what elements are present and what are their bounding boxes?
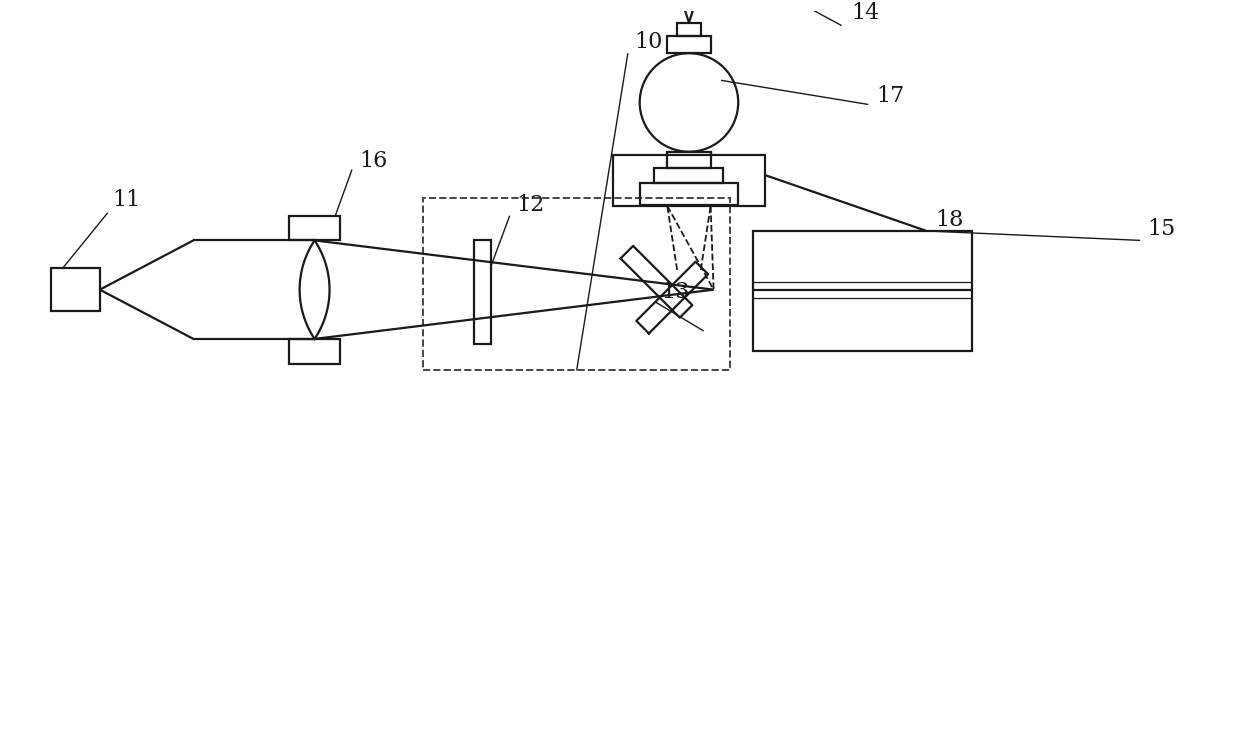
Bar (289, 339, 340, 364)
Bar (289, 216, 340, 240)
Text: 13: 13 (661, 281, 689, 303)
Text: 16: 16 (358, 150, 387, 172)
Bar (667, 152, 711, 169)
Bar (655, 169, 723, 183)
Text: 12: 12 (517, 194, 544, 216)
Bar (667, 37, 711, 54)
Text: 10: 10 (635, 32, 663, 54)
Text: 11: 11 (113, 189, 141, 211)
Bar (423, 198, 730, 370)
Text: 15: 15 (1147, 218, 1176, 240)
Bar (640, 183, 738, 205)
Bar (753, 231, 972, 350)
Text: 14: 14 (852, 1, 879, 23)
Bar (613, 155, 765, 206)
Bar (677, 23, 701, 37)
Bar (51, 268, 99, 312)
Text: 18: 18 (935, 209, 963, 231)
Bar (474, 240, 491, 344)
Text: 17: 17 (877, 86, 904, 108)
